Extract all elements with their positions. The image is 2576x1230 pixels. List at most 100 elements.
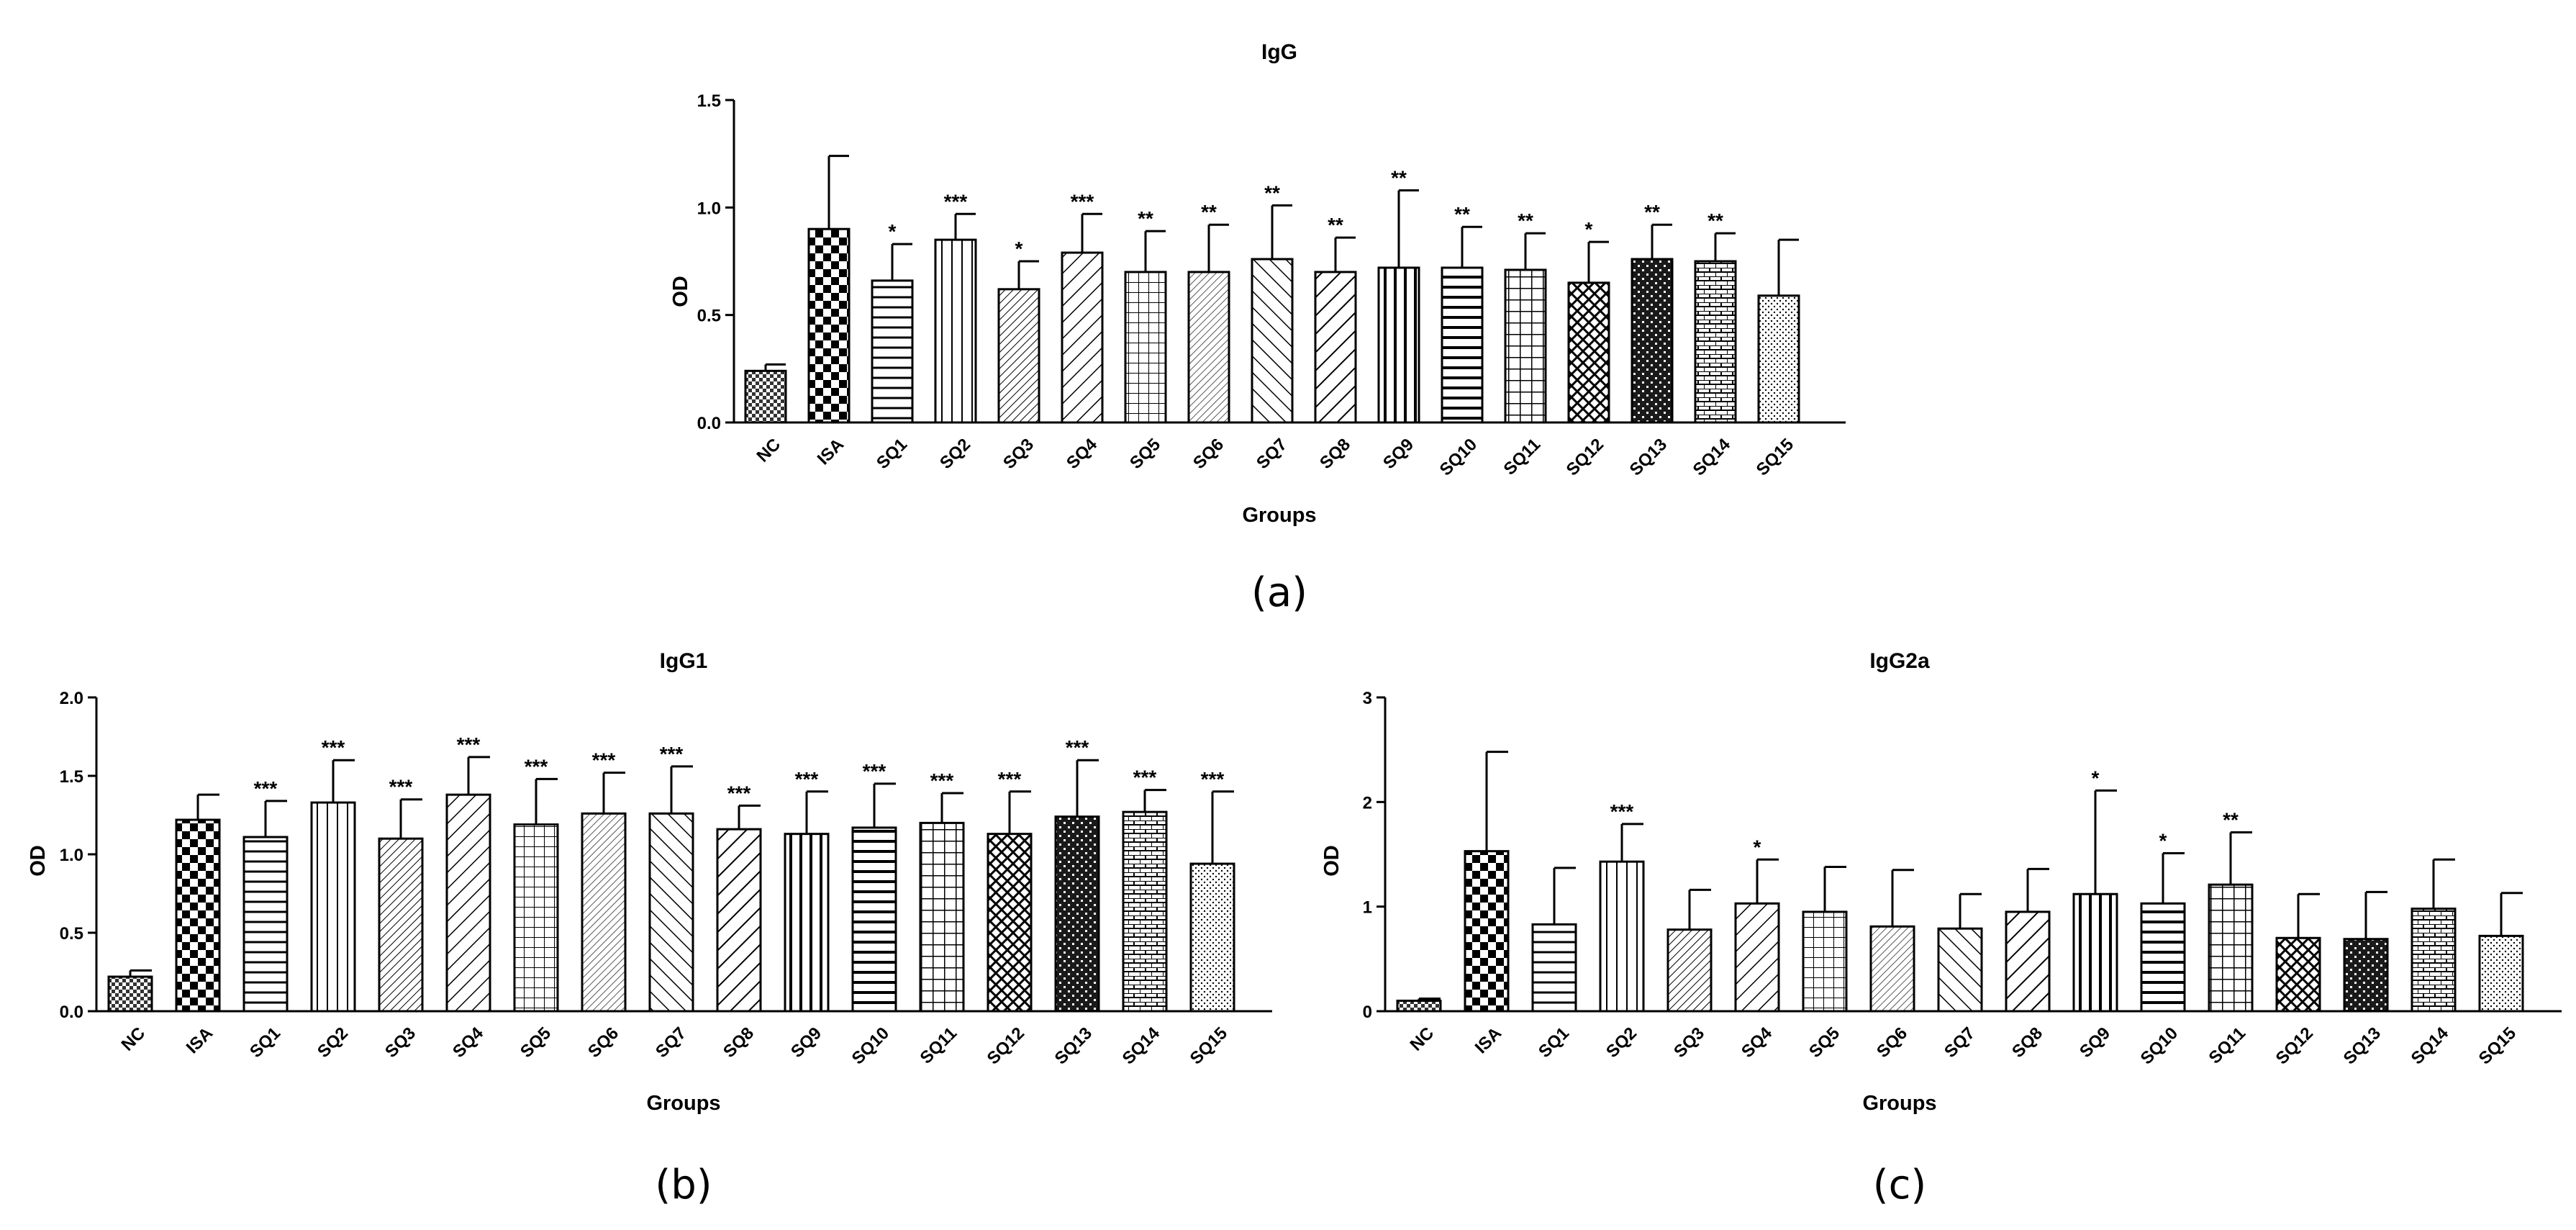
x-tick-label: SQ13 — [1626, 435, 1671, 479]
y-tick-label: 2 — [1363, 793, 1372, 813]
panel-label: (a) — [1251, 569, 1307, 616]
bar-sq3 — [378, 837, 424, 1013]
y-axis-label: OD — [669, 276, 692, 307]
bar-sq15 — [2478, 934, 2524, 1013]
bar-sq6 — [1869, 925, 1915, 1013]
significance-mark: *** — [389, 776, 413, 798]
x-axis-label: Groups — [1862, 1092, 1936, 1115]
error-bar — [129, 969, 152, 977]
error-bar — [1207, 223, 1229, 272]
x-tick-label: SQ15 — [1753, 435, 1797, 479]
bar-isa — [175, 818, 221, 1013]
bar-sq15 — [1757, 294, 1800, 424]
error-bar — [2162, 852, 2185, 904]
bar-isa — [1464, 850, 1510, 1013]
significance-mark: ** — [2223, 808, 2239, 831]
error-bar — [805, 790, 828, 834]
significance-mark: *** — [322, 736, 345, 759]
y-tick-label: 1.0 — [697, 199, 721, 218]
x-tick-label: SQ5 — [1126, 435, 1164, 473]
bar-sq11 — [919, 821, 965, 1013]
y-tick-label: 0.5 — [60, 924, 83, 944]
error-bar — [1891, 869, 1914, 927]
error-bar — [196, 793, 219, 820]
error-bar — [940, 792, 963, 823]
significance-marks: *** *** *** *** *** *** *** *** *** *** *** *** *** *… — [254, 733, 1225, 805]
y-tick-label: 3 — [1363, 689, 1372, 708]
error-bar — [264, 800, 287, 838]
significance-mark: ** — [1518, 209, 1533, 232]
y-axis-ticks: 0.0 0.5 1.0 1.5 2.0 — [60, 689, 96, 1022]
significance-mark: ** — [1138, 207, 1153, 230]
error-bar — [1017, 260, 1039, 289]
bar-nc — [744, 369, 787, 424]
error-bar — [1271, 204, 1292, 260]
y-tick-label: 0.0 — [60, 1003, 83, 1022]
x-tick-label: SQ5 — [1805, 1023, 1843, 1062]
x-tick-label: SQ5 — [517, 1023, 555, 1062]
chart-igg: IgG OD Groups 0.00.51.01.5 ********** ***… — [669, 40, 1846, 616]
y-tick-label: 1.5 — [697, 91, 721, 111]
bar-sq1 — [1531, 923, 1577, 1013]
y-tick-label: 0.5 — [697, 307, 721, 326]
bar-sq1 — [871, 279, 914, 424]
bar-sq11 — [1504, 268, 1547, 424]
bar-sq12 — [1567, 281, 1610, 424]
chart-title: IgG — [1261, 40, 1297, 64]
bar-sq2 — [310, 801, 356, 1013]
x-tick-label: SQ14 — [1690, 435, 1735, 480]
y-axis-label: OD — [1320, 845, 1343, 877]
chart-title: IgG1 — [660, 649, 708, 673]
bars — [107, 793, 1235, 1013]
x-axis-label: Groups — [1242, 504, 1316, 527]
significance-mark: *** — [998, 768, 1022, 790]
x-tick-label: SQ6 — [1873, 1023, 1911, 1062]
error-bar — [1461, 225, 1482, 268]
y-tick-label: 0.0 — [697, 414, 721, 433]
x-tick-label: ISA — [814, 435, 848, 469]
x-tick-label: SQ12 — [2272, 1023, 2317, 1068]
x-tick-label: SQ10 — [848, 1023, 893, 1068]
bar-sq8 — [2005, 910, 2051, 1013]
x-tick-label: SQ11 — [2205, 1023, 2250, 1068]
x-tick-label: SQ15 — [1187, 1023, 1231, 1068]
significance-mark: ** — [1707, 209, 1723, 232]
x-tick-label: SQ1 — [246, 1023, 284, 1062]
bar-sq13 — [2343, 938, 2389, 1013]
error-bar — [1553, 867, 1576, 925]
error-bar — [873, 782, 896, 828]
significance-mark: * — [1754, 836, 1761, 858]
chart-igg1: IgG1 OD Groups 0.00.51.01.52.0 *********… — [27, 649, 1272, 1208]
x-tick-label: SQ12 — [984, 1023, 1028, 1068]
significance-mark: *** — [660, 743, 684, 765]
bar-sq11 — [2208, 883, 2254, 1013]
error-bars — [1418, 751, 2523, 1001]
bar-sq6 — [581, 812, 627, 1013]
bar-sq12 — [2275, 936, 2321, 1013]
y-axis-ticks: 0.0 0.5 1.0 1.5 — [697, 91, 734, 433]
x-tick-label: SQ9 — [787, 1023, 825, 1062]
bar-sq12 — [987, 833, 1033, 1013]
x-tick-label: NC — [753, 435, 785, 466]
bar-sq9 — [784, 833, 830, 1013]
error-bar — [1620, 823, 1643, 862]
bar-sq7 — [1937, 927, 1983, 1013]
significance-mark: ** — [1201, 201, 1217, 223]
x-tick-label: SQ11 — [917, 1023, 961, 1068]
error-bar — [1485, 751, 1508, 851]
error-bar — [1688, 888, 1711, 930]
x-tick-label: ISA — [1471, 1023, 1505, 1057]
error-bar — [1823, 865, 1846, 912]
error-bar — [1714, 232, 1736, 261]
significance-mark: * — [1015, 238, 1023, 260]
error-bar — [1651, 223, 1672, 260]
error-bar — [602, 772, 625, 814]
significance-mark: *** — [592, 749, 616, 772]
y-tick-label: 1.0 — [60, 846, 83, 865]
x-tick-label: SQ6 — [1189, 435, 1228, 473]
x-tick-label: SQ8 — [720, 1023, 758, 1062]
bar-sq7 — [1251, 258, 1294, 424]
x-tick-label: SQ14 — [2408, 1023, 2453, 1069]
bar-sq14 — [1122, 810, 1168, 1013]
